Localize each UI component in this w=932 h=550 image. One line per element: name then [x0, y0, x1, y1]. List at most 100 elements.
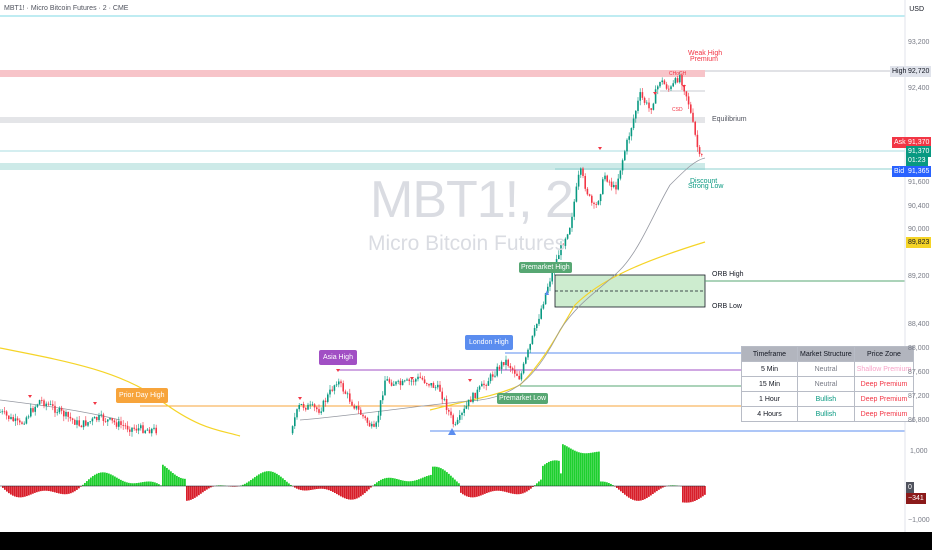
- bid-value: 91,365: [906, 166, 932, 177]
- candle-body: [417, 376, 419, 380]
- candle-body: [505, 359, 507, 366]
- osc-bar: [80, 486, 82, 487]
- candle-body: [129, 429, 131, 432]
- price-tick: 90,000: [908, 226, 930, 233]
- osc-bar: [436, 466, 438, 486]
- osc-bar: [92, 476, 94, 486]
- osc-bar: [188, 486, 190, 501]
- watermark-symbol: MBT1!, 2: [370, 171, 574, 229]
- candle-body: [562, 244, 564, 246]
- candle-body: [681, 75, 683, 86]
- osc-bar: [586, 453, 588, 486]
- osc-bar: [560, 473, 562, 486]
- osc-bar: [630, 486, 632, 499]
- osc-bar: [696, 486, 698, 501]
- candle-body: [10, 417, 12, 419]
- osc-bar: [606, 482, 608, 486]
- candle-body: [426, 383, 428, 384]
- candle-body: [500, 362, 503, 370]
- osc-bar: [176, 475, 178, 486]
- osc-bar: [502, 486, 504, 492]
- ask-tag: Ask: [892, 137, 908, 148]
- london-high-tag: London High: [465, 335, 513, 350]
- osc-bar: [316, 486, 318, 490]
- candle-body: [672, 83, 674, 87]
- candle-body: [509, 365, 512, 369]
- watermark-name: Micro Bitcoin Futures: [368, 232, 566, 255]
- osc-bar: [584, 453, 586, 486]
- osc-bar: [452, 477, 454, 486]
- candle-body: [71, 418, 74, 420]
- candle-body: [41, 400, 43, 401]
- candle-body: [82, 420, 85, 428]
- candle-body: [362, 414, 364, 417]
- osc-bar: [442, 469, 444, 486]
- candle-body: [368, 422, 371, 427]
- discount-zone: [0, 163, 705, 170]
- candle-body: [300, 403, 303, 406]
- candle-body: [111, 417, 113, 421]
- candle-body: [344, 391, 347, 394]
- osc-bar: [250, 480, 252, 486]
- osc-bar: [350, 486, 352, 500]
- osc-bar: [6, 486, 8, 492]
- candle-body: [0, 411, 1, 413]
- candle-body: [643, 97, 646, 103]
- osc-bar: [106, 472, 108, 486]
- candle-body: [663, 80, 666, 85]
- candle-body: [421, 377, 424, 380]
- osc-bar: [556, 460, 558, 486]
- high-tag: High: [890, 66, 909, 77]
- candle-body: [668, 88, 670, 90]
- osc-bar: [32, 486, 34, 494]
- osc-bar: [86, 481, 88, 486]
- osc-bar: [280, 476, 282, 486]
- candle-body: [679, 75, 681, 83]
- candle-body: [408, 379, 410, 382]
- osc-bar: [242, 484, 244, 486]
- osc-bar: [454, 479, 456, 486]
- osc-bar: [104, 472, 106, 486]
- candle-body: [646, 102, 648, 104]
- osc-bar: [78, 486, 80, 489]
- candle-body: [692, 112, 694, 122]
- osc-bar: [472, 486, 474, 498]
- candle-body: [89, 421, 91, 423]
- osc-bar: [318, 486, 320, 489]
- up-marker-icon: [545, 290, 549, 295]
- currency-label[interactable]: USD: [909, 6, 924, 13]
- candle-body: [366, 417, 369, 423]
- table-header-zone: Price Zone: [853, 346, 915, 362]
- price-tick: 93,200: [908, 39, 930, 46]
- osc-bar: [24, 486, 26, 497]
- candle-body: [322, 400, 325, 412]
- osc-bar: [294, 486, 296, 488]
- osc-bar: [40, 486, 42, 492]
- bar-countdown: 01:23: [906, 155, 928, 166]
- osc-bar: [664, 486, 666, 487]
- osc-bar: [338, 486, 340, 496]
- osc-bar: [234, 486, 236, 487]
- premarket-high-tag: Premarket High: [519, 262, 572, 273]
- osc-tick: 1,000: [910, 448, 928, 455]
- osc-bar: [50, 486, 52, 492]
- candle-body: [632, 118, 635, 129]
- osc-bar: [108, 473, 110, 486]
- ask-value: 91,370: [906, 137, 932, 148]
- candle-body: [316, 407, 318, 410]
- osc-bar: [208, 486, 210, 489]
- osc-bar: [268, 471, 270, 486]
- candle-body: [687, 96, 690, 105]
- osc-bar: [444, 470, 446, 486]
- candle-body: [511, 368, 514, 370]
- osc-bar: [356, 486, 358, 499]
- candle-body: [624, 151, 626, 161]
- candle-body: [371, 423, 373, 427]
- osc-bar: [94, 474, 96, 486]
- osc-bar: [166, 467, 168, 486]
- price-tick: 87,600: [908, 369, 930, 376]
- candle-body: [450, 411, 452, 416]
- osc-bar: [592, 452, 594, 486]
